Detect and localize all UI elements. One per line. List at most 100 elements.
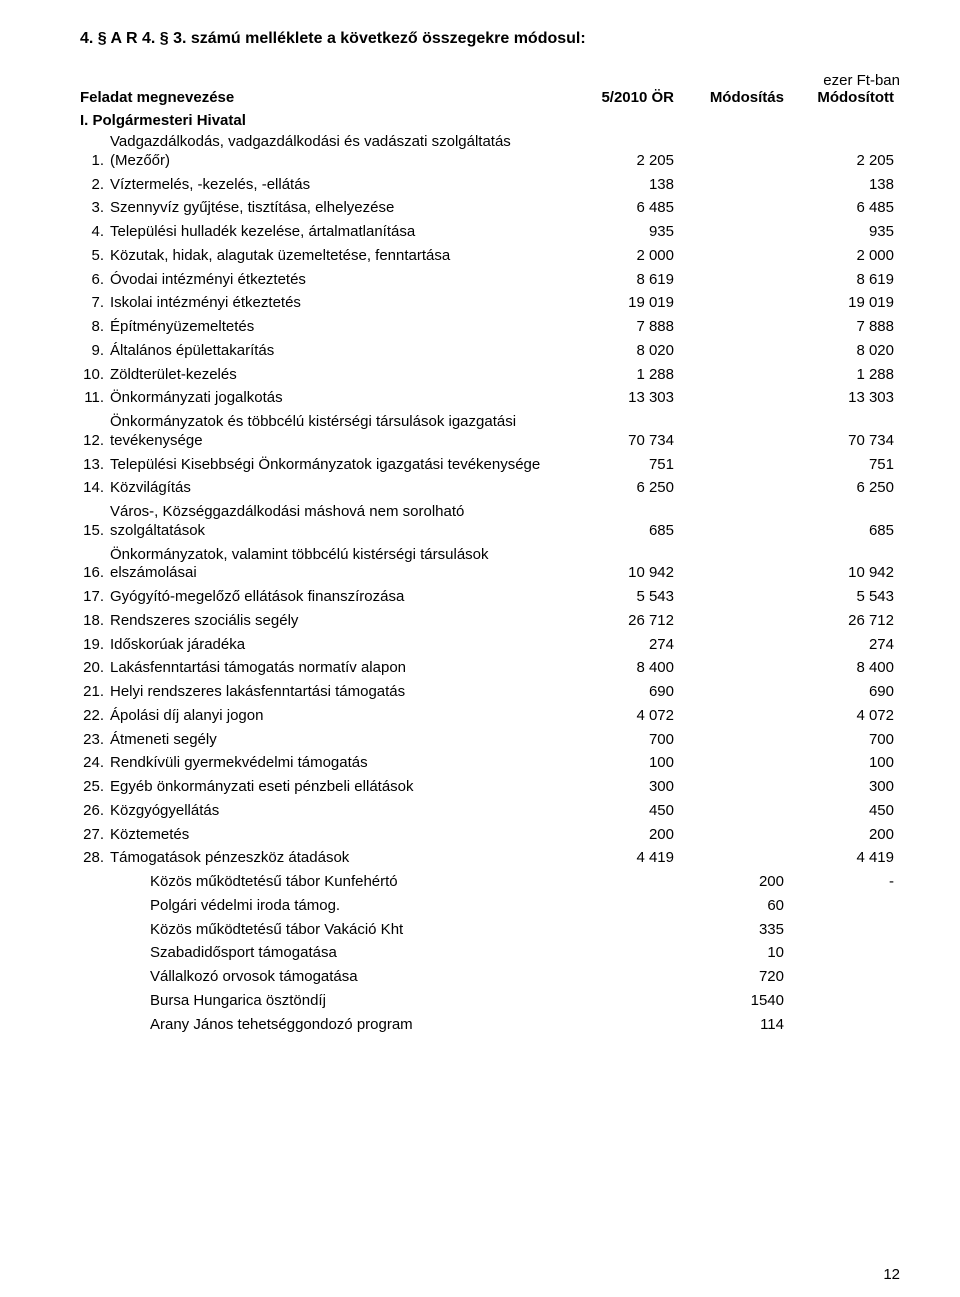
subrows-container: Közös működtetésű tábor Kunfehértó200-Po… bbox=[80, 873, 900, 1034]
row-label: Települési hulladék kezelése, ártalmatla… bbox=[110, 223, 570, 242]
row-number: 9. bbox=[80, 342, 110, 361]
row-label: Víztermelés, -kezelés, -ellátás bbox=[110, 176, 570, 195]
row-number: 14. bbox=[80, 479, 110, 498]
section-title: I. Polgármesteri Hivatal bbox=[80, 112, 570, 129]
row-value-c5: 2 000 bbox=[790, 247, 900, 266]
subrow-value-c4: 200 bbox=[680, 873, 790, 892]
row-number: 28. bbox=[80, 849, 110, 868]
row-number: 12. bbox=[80, 432, 110, 451]
table-row: 9.Általános épülettakarítás8 0208 020 bbox=[80, 342, 900, 361]
row-value-c3: 2 205 bbox=[570, 152, 680, 171]
subrow-value-c4: 1540 bbox=[680, 992, 790, 1011]
header-col5: Módosított bbox=[790, 89, 900, 106]
row-value-c3: 1 288 bbox=[570, 366, 680, 385]
row-value-c5: 19 019 bbox=[790, 294, 900, 313]
row-value-c3: 100 bbox=[570, 754, 680, 773]
row-value-c3: 450 bbox=[570, 802, 680, 821]
table-row: 6.Óvodai intézményi étkeztetés8 6198 619 bbox=[80, 271, 900, 290]
row-value-c3: 4 419 bbox=[570, 849, 680, 868]
row-number: 3. bbox=[80, 199, 110, 218]
row-label: Rendkívüli gyermekvédelmi támogatás bbox=[110, 754, 570, 773]
row-number: 11. bbox=[80, 389, 110, 408]
row-value-c3: 200 bbox=[570, 826, 680, 845]
unit-label: ezer Ft-ban bbox=[80, 72, 900, 89]
subrow-value-c4: 10 bbox=[680, 944, 790, 963]
row-value-c3: 751 bbox=[570, 456, 680, 475]
row-value-c5: 8 619 bbox=[790, 271, 900, 290]
subrow-value-c4: 114 bbox=[680, 1016, 790, 1035]
subrow-value-c5: - bbox=[790, 873, 900, 892]
subrow-value-c5 bbox=[790, 921, 900, 940]
row-number: 22. bbox=[80, 707, 110, 726]
header-col3: 5/2010 ÖR bbox=[570, 89, 680, 106]
document-page: 4. § A R 4. § 3. számú melléklete a köve… bbox=[0, 0, 960, 1297]
row-label: Rendszeres szociális segély bbox=[110, 612, 570, 631]
row-number: 25. bbox=[80, 778, 110, 797]
page-heading: 4. § A R 4. § 3. számú melléklete a köve… bbox=[80, 30, 900, 48]
row-label: Támogatások pénzeszköz átadások bbox=[110, 849, 570, 868]
row-value-c3: 7 888 bbox=[570, 318, 680, 337]
row-value-c3: 935 bbox=[570, 223, 680, 242]
table-subrow: Szabadidősport támogatása 10 bbox=[80, 944, 900, 963]
table-row: 3.Szennyvíz gyűjtése, tisztítása, elhely… bbox=[80, 199, 900, 218]
row-value-c5: 5 543 bbox=[790, 588, 900, 607]
row-value-c5: 8 020 bbox=[790, 342, 900, 361]
row-value-c3: 5 543 bbox=[570, 588, 680, 607]
row-value-c5: 100 bbox=[790, 754, 900, 773]
table-row: 13.Települési Kisebbségi Önkormányzatok … bbox=[80, 456, 900, 475]
row-value-c5: 6 485 bbox=[790, 199, 900, 218]
row-value-c3: 2 000 bbox=[570, 247, 680, 266]
table-row: 17.Gyógyító-megelőző ellátások finanszír… bbox=[80, 588, 900, 607]
subrow-value-c5 bbox=[790, 992, 900, 1011]
table-row: 21.Helyi rendszeres lakásfenntartási tám… bbox=[80, 683, 900, 702]
row-number: 8. bbox=[80, 318, 110, 337]
table-row: 8.Építményüzemeltetés7 8887 888 bbox=[80, 318, 900, 337]
table-row: 25.Egyéb önkormányzati eseti pénzbeli el… bbox=[80, 778, 900, 797]
subrow-label: Szabadidősport támogatása bbox=[150, 944, 570, 963]
row-value-c5: 138 bbox=[790, 176, 900, 195]
table-row: 23.Átmeneti segély700700 bbox=[80, 731, 900, 750]
row-value-c3: 8 400 bbox=[570, 659, 680, 678]
row-value-c3: 19 019 bbox=[570, 294, 680, 313]
table-row: 5.Közutak, hidak, alagutak üzemeltetése,… bbox=[80, 247, 900, 266]
row-label: Vadgazdálkodás, vadgazdálkodási és vadás… bbox=[110, 133, 570, 171]
row-value-c5: 274 bbox=[790, 636, 900, 655]
table-subrow: Közös működtetésű tábor Kunfehértó200- bbox=[80, 873, 900, 892]
table-row: 12.Önkormányzatok és többcélú kistérségi… bbox=[80, 413, 900, 451]
table-row: 11.Önkormányzati jogalkotás13 30313 303 bbox=[80, 389, 900, 408]
row-value-c3: 274 bbox=[570, 636, 680, 655]
row-value-c5: 4 419 bbox=[790, 849, 900, 868]
subrow-label: Bursa Hungarica ösztöndíj bbox=[150, 992, 570, 1011]
header-feladat: Feladat megnevezése bbox=[80, 89, 570, 106]
row-value-c5: 70 734 bbox=[790, 432, 900, 451]
row-number: 26. bbox=[80, 802, 110, 821]
row-number: 4. bbox=[80, 223, 110, 242]
subrow-value-c5 bbox=[790, 897, 900, 916]
table-row: 16.Önkormányzatok, valamint többcélú kis… bbox=[80, 546, 900, 584]
row-value-c3: 8 020 bbox=[570, 342, 680, 361]
row-value-c5: 4 072 bbox=[790, 707, 900, 726]
row-label: Iskolai intézményi étkeztetés bbox=[110, 294, 570, 313]
row-value-c5: 300 bbox=[790, 778, 900, 797]
subrow-value-c3 bbox=[570, 968, 680, 987]
table-row: 20.Lakásfenntartási támogatás normatív a… bbox=[80, 659, 900, 678]
section-row: I. Polgármesteri Hivatal bbox=[80, 112, 900, 129]
row-value-c3: 4 072 bbox=[570, 707, 680, 726]
row-value-c5: 6 250 bbox=[790, 479, 900, 498]
row-label: Építményüzemeltetés bbox=[110, 318, 570, 337]
subrow-value-c3 bbox=[570, 1016, 680, 1035]
subrow-value-c4: 720 bbox=[680, 968, 790, 987]
row-value-c5: 935 bbox=[790, 223, 900, 242]
row-number: 18. bbox=[80, 612, 110, 631]
subrow-value-c3 bbox=[570, 921, 680, 940]
table-row: 4.Települési hulladék kezelése, ártalmat… bbox=[80, 223, 900, 242]
table-row: 27.Köztemetés200200 bbox=[80, 826, 900, 845]
table-row: 24.Rendkívüli gyermekvédelmi támogatás10… bbox=[80, 754, 900, 773]
row-label: Közgyógyellátás bbox=[110, 802, 570, 821]
row-number: 23. bbox=[80, 731, 110, 750]
row-label: Gyógyító-megelőző ellátások finanszírozá… bbox=[110, 588, 570, 607]
row-number: 16. bbox=[80, 564, 110, 583]
row-label: Közvilágítás bbox=[110, 479, 570, 498]
subrow-label: Arany János tehetséggondozó program bbox=[150, 1016, 570, 1035]
table-row: 2.Víztermelés, -kezelés, -ellátás138138 bbox=[80, 176, 900, 195]
